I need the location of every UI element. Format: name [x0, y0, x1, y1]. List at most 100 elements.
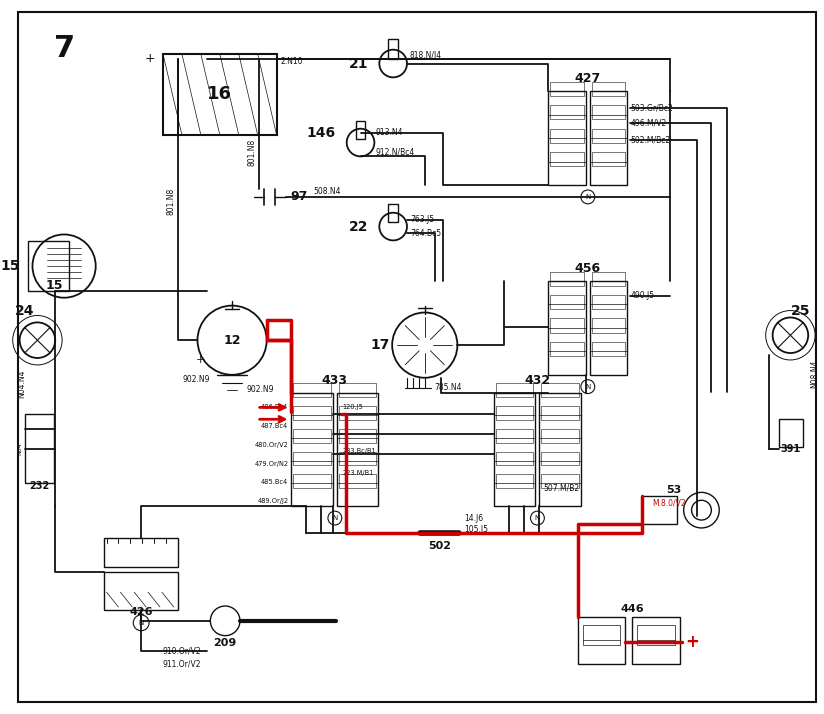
Text: 21: 21 — [349, 56, 368, 71]
Bar — [292, 393, 333, 506]
Text: 14.J6: 14.J6 — [464, 513, 484, 523]
Bar — [779, 419, 803, 447]
Text: 432: 432 — [524, 373, 550, 387]
Text: N: N — [585, 383, 591, 390]
Text: 801.N8: 801.N8 — [247, 139, 256, 166]
Text: 15: 15 — [45, 279, 63, 292]
Bar — [540, 393, 581, 506]
Text: 489.Or/J2: 489.Or/J2 — [257, 498, 288, 504]
Text: 2.N10: 2.N10 — [280, 57, 303, 66]
Bar — [550, 295, 584, 309]
Bar — [339, 452, 377, 466]
Bar — [356, 121, 366, 139]
Bar — [25, 414, 54, 483]
Bar — [592, 152, 625, 166]
Bar — [104, 573, 178, 610]
Bar — [548, 281, 586, 375]
Text: 15: 15 — [0, 259, 20, 273]
Text: 97: 97 — [290, 191, 307, 203]
Bar — [293, 429, 331, 443]
Text: 503.Gr/Bc2: 503.Gr/Bc2 — [630, 104, 673, 113]
Bar — [293, 474, 331, 488]
Text: N: N — [138, 620, 144, 625]
Bar — [339, 474, 377, 488]
Bar — [541, 406, 579, 420]
Text: N: N — [585, 194, 591, 200]
Text: 12: 12 — [223, 333, 241, 347]
Bar — [592, 105, 625, 119]
Text: 16: 16 — [207, 85, 232, 103]
Bar — [104, 538, 178, 568]
Text: 490.J5: 490.J5 — [630, 291, 654, 300]
Text: 913.N4: 913.N4 — [376, 129, 403, 137]
Bar — [550, 82, 584, 96]
Text: 232: 232 — [30, 481, 49, 491]
Text: N04.N4: N04.N4 — [17, 370, 26, 398]
Bar — [337, 393, 378, 506]
Bar — [496, 452, 533, 466]
Bar — [339, 383, 377, 397]
Text: +: + — [686, 633, 700, 650]
Text: 764.Bc5: 764.Bc5 — [410, 229, 441, 238]
Text: 24: 24 — [15, 303, 35, 318]
Text: N04: N04 — [17, 443, 22, 456]
Text: +: + — [195, 355, 205, 365]
Bar — [590, 91, 627, 185]
Bar — [592, 271, 625, 286]
Bar — [339, 429, 377, 443]
Text: 209: 209 — [213, 638, 236, 648]
Text: N08.N4: N08.N4 — [810, 360, 819, 388]
Text: 818.N/J4: 818.N/J4 — [410, 51, 442, 60]
Bar — [550, 318, 584, 333]
Text: N: N — [332, 515, 338, 521]
Text: 233.Bc/B1: 233.Bc/B1 — [343, 448, 377, 454]
Bar — [592, 295, 625, 309]
Text: 7: 7 — [54, 34, 75, 63]
Bar — [592, 129, 625, 143]
Text: 426: 426 — [129, 607, 153, 617]
Text: 502: 502 — [428, 540, 451, 550]
Bar — [592, 82, 625, 96]
Bar — [550, 105, 584, 119]
Bar — [642, 496, 677, 524]
Text: 902.N9: 902.N9 — [183, 376, 210, 384]
Text: 486.Bc4: 486.Bc4 — [261, 404, 288, 411]
Bar — [496, 474, 533, 488]
Text: 496.M/V2: 496.M/V2 — [630, 119, 667, 127]
Text: 502.M/Bc2: 502.M/Bc2 — [630, 135, 671, 144]
Bar — [590, 281, 627, 375]
Text: 910.Or/V2: 910.Or/V2 — [163, 647, 202, 656]
Bar — [339, 406, 377, 420]
Text: 53: 53 — [667, 486, 681, 496]
Text: +: + — [144, 52, 155, 65]
Bar — [388, 203, 398, 221]
Text: 507.M/B2: 507.M/B2 — [543, 484, 579, 493]
Bar — [592, 342, 625, 356]
Bar — [592, 318, 625, 333]
Bar — [583, 625, 620, 645]
Text: 391: 391 — [780, 444, 801, 454]
Bar — [541, 429, 579, 443]
Text: N: N — [535, 515, 540, 521]
Bar — [541, 452, 579, 466]
Bar — [293, 406, 331, 420]
Bar — [632, 617, 680, 664]
Text: 508.N4: 508.N4 — [313, 188, 340, 196]
Text: 446: 446 — [620, 604, 644, 614]
Text: 801.N8: 801.N8 — [166, 188, 176, 216]
Bar — [637, 625, 675, 645]
Text: 120.J5: 120.J5 — [343, 404, 363, 411]
Text: 105.J5: 105.J5 — [464, 526, 489, 535]
Bar — [293, 452, 331, 466]
Text: 146: 146 — [307, 126, 336, 140]
Bar — [550, 129, 584, 143]
Text: 25: 25 — [790, 303, 810, 318]
Bar — [548, 91, 586, 185]
Bar — [388, 39, 398, 59]
Text: 433: 433 — [322, 373, 348, 387]
Text: 785.N4: 785.N4 — [434, 383, 462, 392]
Text: 911.Or/V2: 911.Or/V2 — [163, 660, 201, 669]
Text: 223.M/B1: 223.M/B1 — [343, 470, 374, 476]
Bar — [496, 383, 533, 397]
Text: 763.J5: 763.J5 — [410, 215, 434, 224]
